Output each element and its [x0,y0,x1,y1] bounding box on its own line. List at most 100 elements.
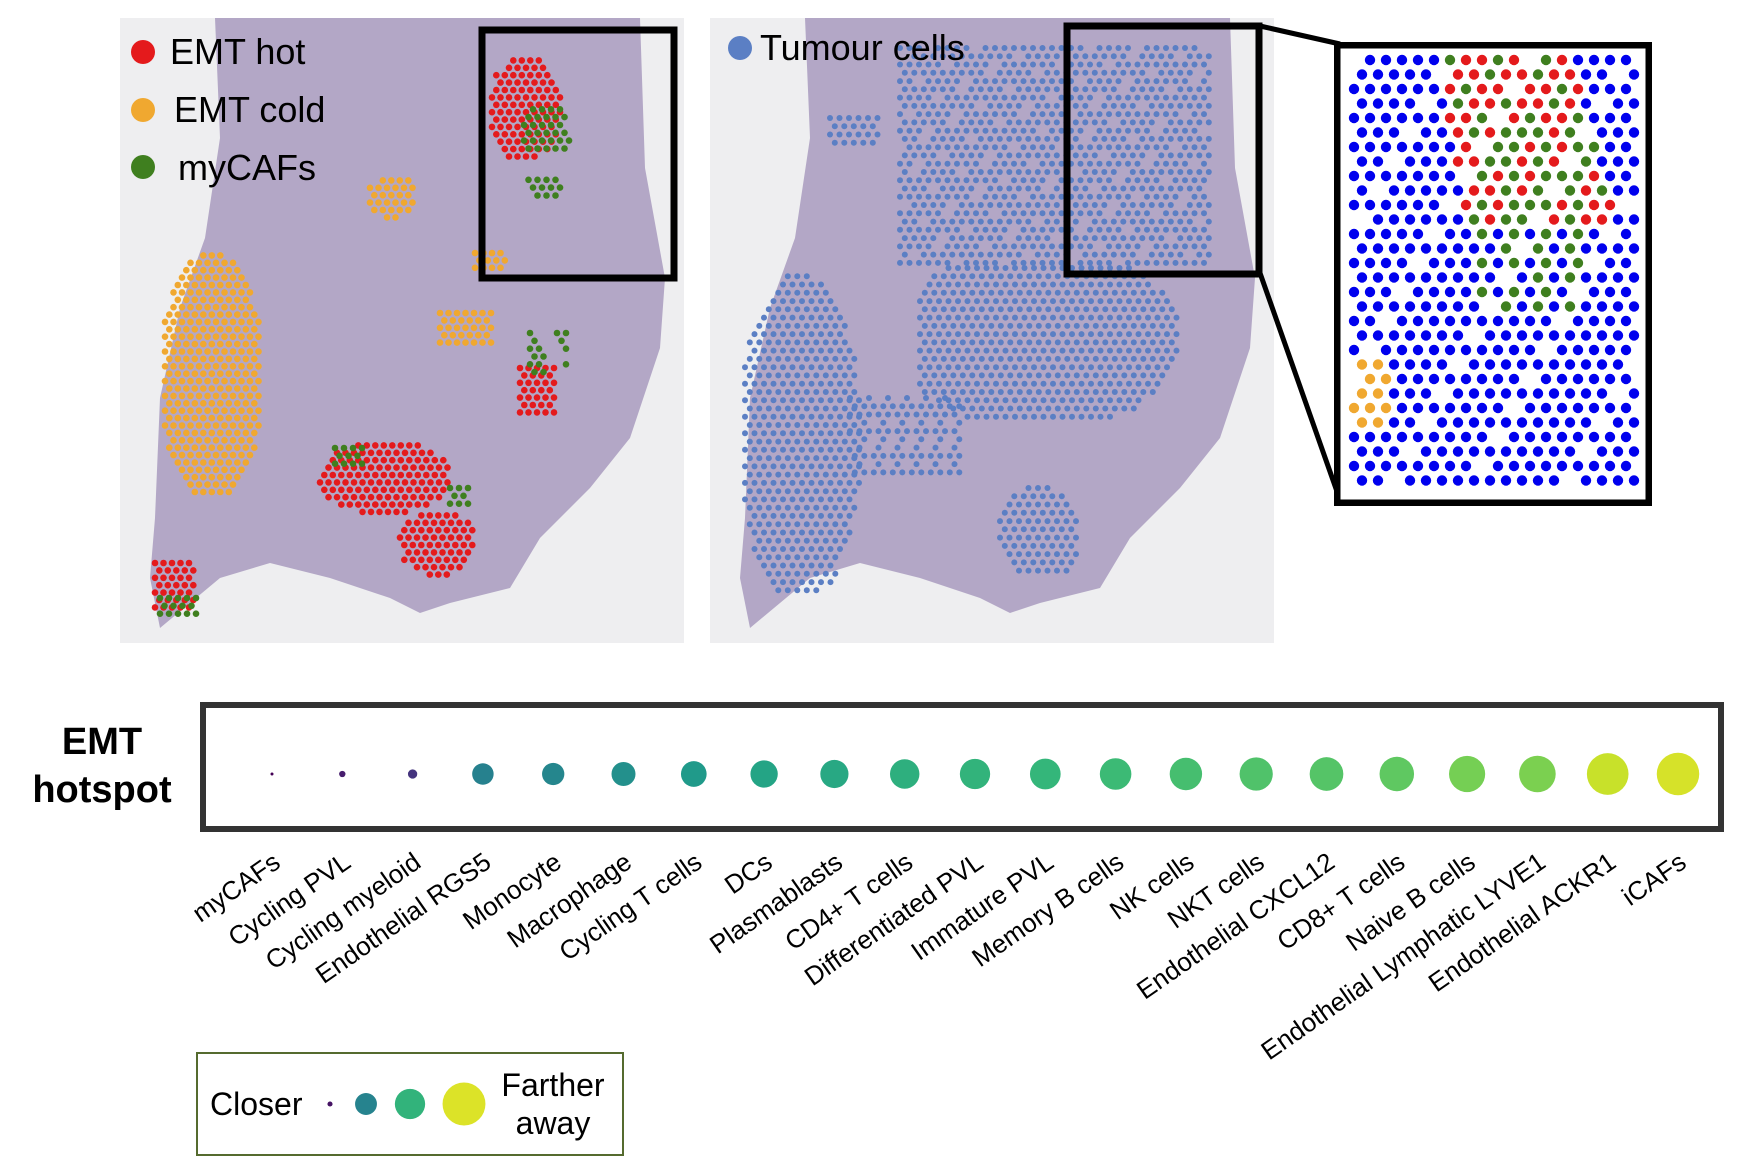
tissue-spot [329,471,337,479]
tissue-spot [865,131,871,138]
tissue-spot [238,274,245,281]
tissue-spot [987,102,994,109]
tissue-spot [1101,86,1108,93]
tissue-spot [983,281,990,288]
tissue-spot [993,314,999,321]
tissue-spot [1054,405,1061,412]
tissue-spot [444,464,451,471]
tissue-spot [1025,551,1032,558]
tissue-spot [1054,306,1061,313]
tissue-spot [982,144,989,151]
zoom-spot [1556,257,1568,269]
tissue-spot [405,519,412,527]
zoom-spot [1540,460,1552,472]
tissue-spot [950,372,957,379]
tissue-spot [170,437,177,444]
tissue-spot [363,471,371,479]
tissue-spot [775,537,782,544]
tissue-spot [1191,144,1198,151]
tissue-spot [238,466,245,474]
tissue-spot [183,444,190,452]
tissue-spot [166,385,173,392]
zoom-spot [1396,141,1408,153]
tissue-spot [901,251,908,258]
tissue-spot [1129,86,1136,93]
tissue-spot [427,479,434,486]
tissue-spot [367,493,375,501]
tissue-spot [742,430,748,437]
zoom-spot [1364,170,1376,182]
tissue-spot [860,139,867,146]
zoom-spot [1500,417,1512,428]
tissue-spot [174,429,182,437]
zoom-spot [1532,243,1544,254]
tissue-spot [1101,169,1108,175]
tissue-spot [1044,251,1051,258]
tissue-spot [1039,78,1046,85]
zoom-spot [1412,112,1424,124]
tissue-spot [1087,193,1093,200]
tissue-spot [225,429,233,437]
zoom-spot [1628,330,1640,341]
zoom-spot [1588,431,1600,443]
tissue-spot [183,414,190,422]
tissue-spot [784,438,791,445]
zoom-spot [1372,98,1384,109]
tissue-spot [775,471,782,478]
tissue-spot [225,385,233,392]
tissue-spot [1182,45,1188,51]
tissue-spot [851,504,858,511]
tissue-spot [1001,111,1008,118]
zoom-spot [1364,286,1376,298]
tissue-spot [1191,61,1198,68]
zoom-spot [1484,243,1496,254]
tissue-spot [1172,193,1179,200]
dot-marks [270,752,1700,796]
tissue-spot [174,594,182,602]
tissue-spot [837,529,843,536]
tissue-spot [1073,551,1079,558]
tissue-spot [856,444,863,451]
tissue-spot [1025,152,1032,159]
tissue-spot [808,314,815,321]
tissue-spot [527,57,534,64]
zoom-spot [1620,141,1632,153]
tissue-spot [1120,202,1127,208]
zoom-spot [1444,228,1456,240]
tissue-spot [1015,69,1022,76]
tissue-spot [832,339,839,346]
tissue-spot [770,413,777,420]
tissue-spot [514,79,521,86]
tissue-spot [538,137,546,144]
tissue-spot [1054,518,1060,525]
tissue-spot [963,94,970,101]
tissue-spot [996,135,1003,142]
tissue-spot [770,512,777,519]
tissue-spot [1164,347,1170,354]
tissue-spot [1035,567,1041,574]
tissue-spot [1002,347,1009,354]
tissue-spot [178,289,186,296]
tissue-spot [954,226,960,233]
tissue-spot [822,455,829,462]
tissue-spot [1149,339,1156,346]
tissue-spot [238,363,245,370]
tissue-spot [441,331,448,339]
tissue-spot [217,414,224,422]
zoom-spot [1524,460,1536,472]
tissue-spot [1039,144,1046,151]
tissue-spot [179,602,186,610]
tissue-spot [761,347,767,354]
dot-macrophage [611,762,636,786]
tissue-spot [775,339,782,346]
tissue-spot [246,392,254,400]
tissue-spot [431,486,439,494]
zoom-spot [1348,402,1360,414]
tissue-spot [904,411,910,418]
tissue-spot [510,145,517,153]
tissue-spot [1015,218,1022,225]
zoom-spot [1572,344,1584,356]
tissue-spot [164,567,172,574]
zoom-spot [1380,54,1392,66]
tissue-spot [531,337,538,345]
